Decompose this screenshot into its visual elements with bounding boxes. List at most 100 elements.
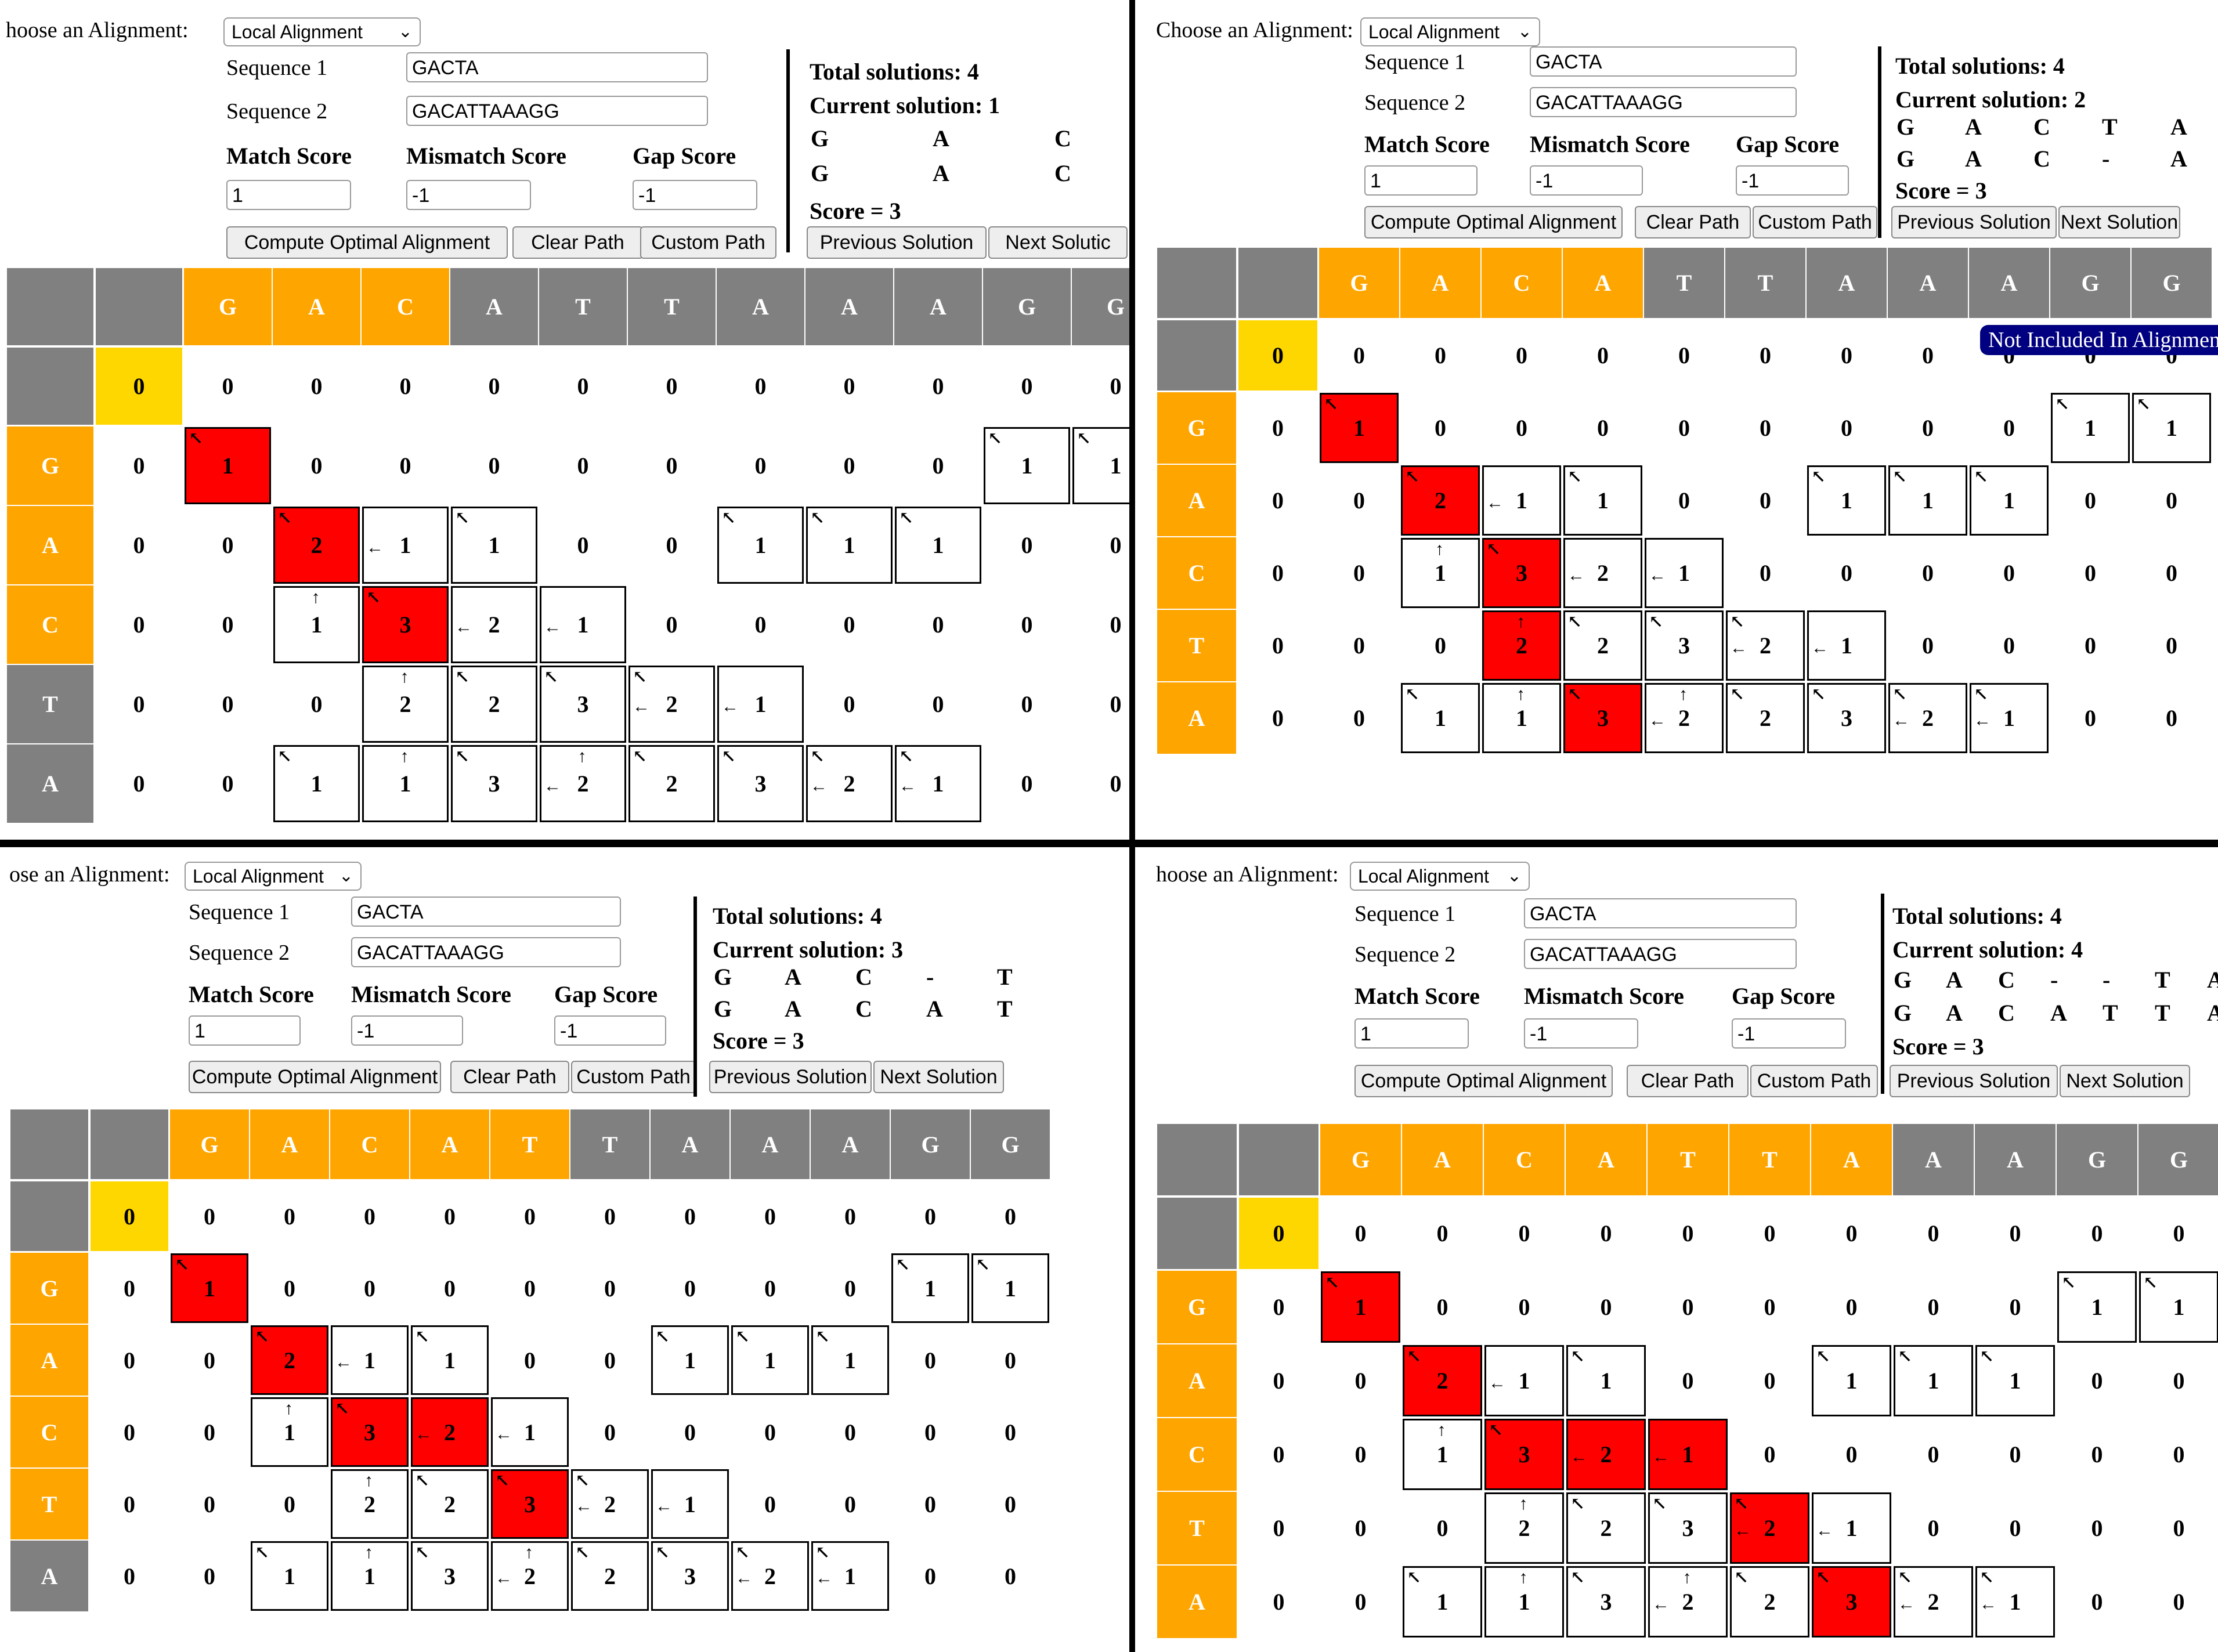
matrix-cell[interactable]: 1 ↖ [806,507,893,584]
matrix-cell[interactable]: 0 [1435,415,1446,441]
matrix-cell[interactable]: 0 [577,532,589,558]
matrix-cell[interactable]: 1 ← [717,666,804,743]
matrix-cell[interactable]: 0 [444,1275,456,1302]
matrix-cell[interactable]: 0 [204,1347,215,1373]
matrix-cell[interactable]: 1 ↖ [1566,1345,1646,1416]
matrix-cell[interactable]: 0 [204,1563,215,1589]
matrix-cell[interactable]: 0 [1239,1198,1318,1269]
matrix-cell[interactable]: 1 ↖ [984,427,1070,504]
matrix-cell[interactable]: 0 [684,1419,696,1445]
matrix-cell[interactable]: 2 ↖ [571,1541,649,1611]
matrix-cell[interactable]: 1 ↖ [651,1325,729,1395]
matrix-cell[interactable]: 1 ↖ [251,1541,328,1611]
matrix-cell[interactable]: 1 ↑ [1403,1419,1482,1490]
sequence-1-input[interactable]: GACTA [1524,898,1797,928]
matrix-cell[interactable]: 0 [488,373,500,399]
matrix-cell[interactable]: 0 [284,1275,295,1302]
matrix-cell[interactable]: 0 [96,348,182,425]
matrix-cell[interactable]: 0 [1272,415,1284,441]
matrix-cell[interactable]: 2 ← [411,1397,489,1467]
matrix-cell[interactable]: 0 [1353,632,1365,659]
matrix-cell[interactable]: 0 [843,612,855,638]
custom-path-button[interactable]: Custom Path [571,1061,696,1093]
matrix-cell[interactable]: 1 ← [651,1469,729,1539]
next-solution-button[interactable]: Next Solution [2060,1065,2190,1097]
alignment-type-select[interactable]: Local Alignment ⌄ [223,17,421,46]
matrix-cell[interactable]: 0 [1273,1441,1285,1467]
matrix-cell[interactable]: 1 ↖ [717,507,804,584]
matrix-cell[interactable]: 1 ↑ [331,1541,409,1611]
matrix-cell[interactable]: 0 [1600,1294,1612,1320]
matrix-cell[interactable]: 2 ↖ [1566,1492,1646,1564]
matrix-cell[interactable]: 1 ↖ [411,1325,489,1395]
matrix-cell[interactable]: 0 [1678,415,1690,441]
matrix-cell[interactable]: 0 [1764,1294,1776,1320]
matrix-cell[interactable]: 2 ↑ [1482,610,1561,681]
matrix-cell[interactable]: 0 [577,453,589,479]
matrix-cell[interactable]: 0 [604,1419,616,1445]
matrix-cell[interactable]: 0 [1273,1515,1285,1541]
matrix-cell[interactable]: 0 [2091,1441,2103,1467]
matrix-cell[interactable]: 0 [1238,320,1317,391]
matrix-cell[interactable]: 0 [1764,1368,1776,1394]
matrix-cell[interactable]: 0 [1436,1515,1448,1541]
compute-optimal-alignment-button[interactable]: Compute Optimal Alignment [226,226,508,259]
matrix-cell[interactable]: 0 [2091,1515,2103,1541]
matrix-cell[interactable]: 1 ↖ [185,427,271,504]
matrix-cell[interactable]: 3 ↖ [491,1469,569,1539]
matrix-cell[interactable]: 0 [204,1203,215,1230]
previous-solution-button[interactable]: Previous Solution [1891,206,2057,238]
matrix-cell[interactable]: 0 [364,1275,375,1302]
matrix-cell[interactable]: 3 ↖ [362,586,449,663]
matrix-cell[interactable]: 0 [1272,632,1284,659]
matrix-cell[interactable]: 3 ↖ [1482,538,1561,608]
clear-path-button[interactable]: Clear Path [1635,206,1751,238]
compute-optimal-alignment-button[interactable]: Compute Optimal Alignment [1364,206,1623,238]
matrix-cell[interactable]: 1 ← [362,507,449,584]
matrix-cell[interactable]: 0 [1353,560,1365,586]
custom-path-button[interactable]: Custom Path [1753,206,1877,238]
matrix-cell[interactable]: 1 ← [491,1397,569,1467]
sequence-2-input[interactable]: GACATTAAAGG [351,937,621,967]
matrix-cell[interactable]: 0 [2166,487,2177,514]
matrix-cell[interactable]: 0 [1005,1347,1016,1373]
matrix-cell[interactable]: 0 [1110,691,1122,717]
matrix-cell[interactable]: 0 [844,1275,856,1302]
matrix-cell[interactable]: 1 ← [1484,1345,1564,1416]
matrix-cell[interactable]: 0 [1597,415,1609,441]
matrix-cell[interactable]: 0 [1354,1515,1367,1541]
matrix-cell[interactable]: 0 [764,1491,776,1517]
alignment-type-select[interactable]: Local Alignment ⌄ [185,862,362,891]
matrix-cell[interactable]: 1 ↖ [1563,465,1642,536]
matrix-cell[interactable]: 0 [1435,342,1446,368]
matrix-cell[interactable]: 0 [604,1275,616,1302]
matrix-cell[interactable]: 1 ↑ [1482,683,1561,753]
matrix-cell[interactable]: 3 ↖ [1566,1566,1646,1637]
matrix-cell[interactable]: 0 [133,612,145,638]
mismatch-score-input[interactable]: -1 [1530,165,1643,196]
matrix-cell[interactable]: 0 [444,1203,456,1230]
matrix-cell[interactable]: 0 [666,453,678,479]
matrix-cell[interactable]: 1 ↖ [891,1253,969,1323]
matrix-cell[interactable]: 0 [684,1275,696,1302]
gap-score-input[interactable]: -1 [1736,165,1849,196]
matrix-cell[interactable]: 0 [932,373,944,399]
matrix-cell[interactable]: 0 [2085,705,2096,731]
matrix-cell[interactable]: 1 ← [1807,610,1886,681]
matrix-cell[interactable]: 0 [1597,342,1609,368]
matrix-cell[interactable]: 0 [2085,632,2096,659]
matrix-cell[interactable]: 0 [754,612,767,638]
matrix-cell[interactable]: 0 [1005,1563,1016,1589]
gap-score-input[interactable]: -1 [1732,1018,1846,1049]
matrix-cell[interactable]: 0 [1354,1220,1367,1246]
matrix-cell[interactable]: 0 [1110,771,1122,797]
matrix-cell[interactable]: 1 ↖ [971,1253,1049,1323]
matrix-cell[interactable]: 1 ↖ ← [1970,683,2049,753]
matrix-cell[interactable]: 2 ↑ [1484,1492,1564,1564]
matrix-cell[interactable]: 2 ↖ ← [571,1469,649,1539]
matrix-cell[interactable]: 1 ↖ [1970,465,2049,536]
matrix-cell[interactable]: 0 [1682,1368,1694,1394]
matrix-cell[interactable]: 2 ↑ ← [1645,683,1724,753]
matrix-cell[interactable]: 3 ↖ [1484,1419,1564,1490]
matrix-cell[interactable]: 1 ↖ [1403,1566,1482,1637]
